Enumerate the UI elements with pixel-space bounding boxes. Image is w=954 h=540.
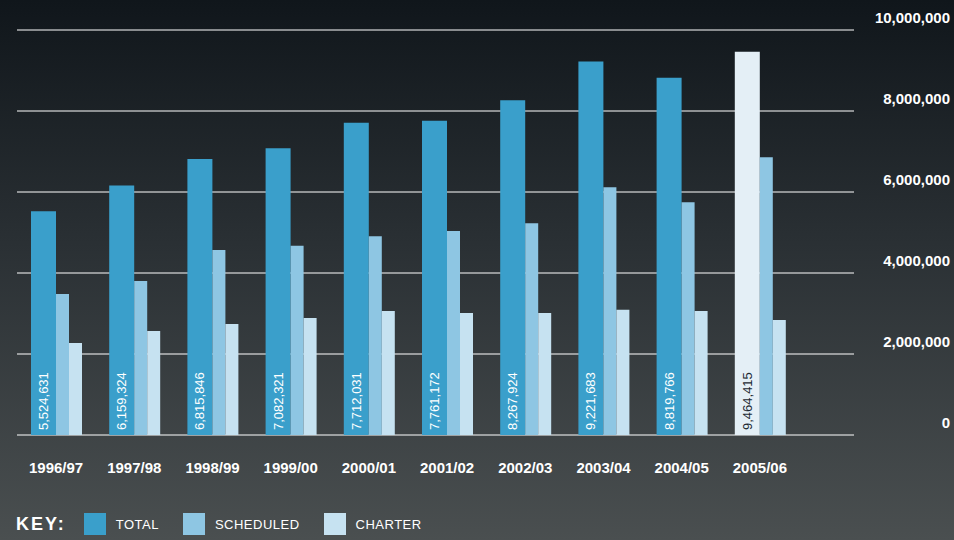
svg-text:1996/97: 1996/97 [29, 459, 83, 476]
svg-text:2000/01: 2000/01 [342, 459, 396, 476]
svg-text:7,712,031: 7,712,031 [349, 372, 364, 430]
svg-text:7,761,172: 7,761,172 [427, 372, 442, 430]
svg-text:9,221,683: 9,221,683 [583, 372, 598, 430]
svg-text:2,000,000: 2,000,000 [883, 333, 950, 350]
html-text:TOTAL: TOTAL [115, 516, 159, 532]
svg-text:6,000,000: 6,000,000 [883, 171, 950, 188]
html-text:CHARTER: CHARTER [355, 516, 422, 532]
svg-text:8,267,924: 8,267,924 [505, 372, 520, 430]
svg-text:10,000,000: 10,000,000 [875, 9, 950, 26]
svg-text:8,819,766: 8,819,766 [662, 372, 677, 430]
svg-text:6,159,324: 6,159,324 [114, 372, 129, 430]
svg-text:2003/04: 2003/04 [576, 459, 631, 476]
svg-text:7,082,321: 7,082,321 [271, 372, 286, 430]
svg-text:8,000,000: 8,000,000 [883, 90, 950, 107]
svg-text:6,815,846: 6,815,846 [192, 372, 207, 430]
svg-text:9,464,415: 9,464,415 [740, 372, 755, 430]
svg-text:2001/02: 2001/02 [420, 459, 474, 476]
svg-text:0: 0 [942, 414, 950, 431]
svg-text:2005/06: 2005/06 [733, 459, 787, 476]
svg-text:1997/98: 1997/98 [107, 459, 161, 476]
svg-text:4,000,000: 4,000,000 [883, 252, 950, 269]
svg-text:2004/05: 2004/05 [655, 459, 709, 476]
svg-text:2002/03: 2002/03 [498, 459, 552, 476]
svg-text:1998/99: 1998/99 [185, 459, 239, 476]
svg-text:5,524,631: 5,524,631 [36, 372, 51, 430]
html-text:KEY:: KEY: [16, 513, 66, 534]
html-text:SCHEDULED: SCHEDULED [214, 516, 300, 532]
svg-text:1999/00: 1999/00 [264, 459, 318, 476]
